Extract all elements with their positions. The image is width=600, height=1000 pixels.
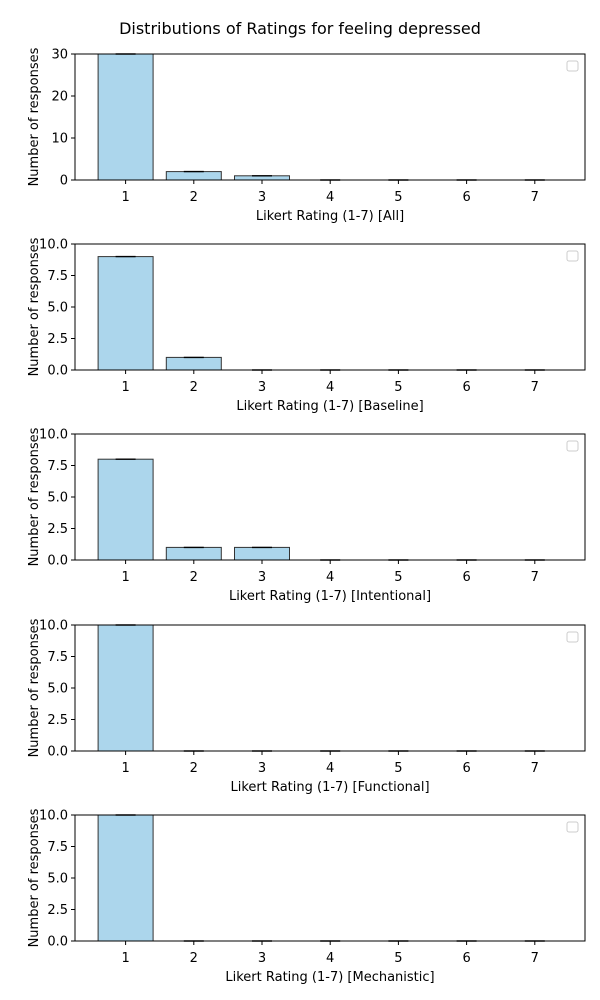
y-tick-label: 5.0 <box>47 872 68 887</box>
x-tick-label: 7 <box>531 951 539 966</box>
x-tick-label: 7 <box>531 380 539 395</box>
figure-title: Distributions of Ratings for feeling dep… <box>119 19 481 38</box>
y-tick-label: 30 <box>51 48 68 63</box>
y-tick-label: 10.0 <box>39 619 68 634</box>
x-tick-label: 6 <box>462 190 470 205</box>
y-tick-label: 7.5 <box>47 650 68 665</box>
legend-box <box>566 60 579 72</box>
y-tick-label: 10.0 <box>39 428 68 443</box>
bar <box>165 171 222 181</box>
x-tick-label: 3 <box>258 380 266 395</box>
y-tick-label: 5.0 <box>47 491 68 506</box>
x-tick-label: 4 <box>326 190 334 205</box>
y-tick-label: 20 <box>51 90 68 105</box>
x-tick-label: 4 <box>326 380 334 395</box>
bar <box>165 356 222 371</box>
x-tick-label: 5 <box>394 951 402 966</box>
y-tick-label: 10.0 <box>39 809 68 824</box>
bar <box>97 624 154 752</box>
legend-box <box>566 631 579 643</box>
x-tick-label: 7 <box>531 761 539 776</box>
x-tick-label: 3 <box>258 570 266 585</box>
bar <box>97 814 154 942</box>
x-axis-label: Likert Rating (1-7) [Baseline] <box>236 399 423 414</box>
y-tick-label: 0.0 <box>47 745 68 760</box>
x-tick-label: 4 <box>326 570 334 585</box>
bar <box>234 546 290 561</box>
x-tick-label: 3 <box>258 190 266 205</box>
y-tick-label: 0 <box>60 174 68 189</box>
y-tick-label: 2.5 <box>47 903 68 918</box>
x-tick-label: 3 <box>258 951 266 966</box>
x-tick-label: 2 <box>190 570 198 585</box>
chart-panel-2: 0.0 2.5 5.0 7.5 10.0 1 2 3 4 5 6 7 Likert Rating (1-… <box>27 237 586 414</box>
x-tick-label: 5 <box>394 761 402 776</box>
chart-panel-3: 0.0 2.5 5.0 7.5 10.0 1 2 3 4 5 6 7 Likert Rating (1-… <box>27 427 586 604</box>
legend-box <box>566 250 579 262</box>
bar <box>97 256 154 371</box>
x-axis-label: Likert Rating (1-7) [All] <box>256 209 404 224</box>
y-axis-label: Number of responses <box>27 618 42 757</box>
x-tick-label: 6 <box>462 761 470 776</box>
y-tick-label: 0.0 <box>47 935 68 950</box>
x-tick-label: 1 <box>121 380 129 395</box>
x-axis-label: Likert Rating (1-7) [Intentional] <box>229 589 431 604</box>
bar <box>165 546 222 561</box>
x-tick-label: 6 <box>462 951 470 966</box>
y-axis-label: Number of responses <box>27 237 42 376</box>
x-tick-label: 5 <box>394 570 402 585</box>
y-axis-label: Number of responses <box>27 427 42 566</box>
y-tick-label: 0.0 <box>47 364 68 379</box>
y-tick-label: 5.0 <box>47 682 68 697</box>
y-tick-label: 7.5 <box>47 269 68 284</box>
legend-box <box>566 821 579 833</box>
x-axis-label: Likert Rating (1-7) [Mechanistic] <box>225 970 434 985</box>
x-tick-label: 4 <box>326 951 334 966</box>
bar <box>97 458 154 561</box>
x-tick-label: 1 <box>121 190 129 205</box>
y-tick-label: 7.5 <box>47 840 68 855</box>
x-tick-label: 5 <box>394 190 402 205</box>
chart-panel-4: 0.0 2.5 5.0 7.5 10.0 1 2 3 4 5 6 7 Likert Rating (1-… <box>27 618 586 795</box>
chart-panels: 0 10 20 30 1 2 3 4 5 6 7 Likert Rating (1-7) [All] N… <box>27 47 586 985</box>
x-tick-label: 2 <box>190 190 198 205</box>
x-tick-label: 2 <box>190 761 198 776</box>
x-tick-label: 2 <box>190 380 198 395</box>
y-tick-label: 2.5 <box>47 522 68 537</box>
y-tick-label: 2.5 <box>47 713 68 728</box>
y-tick-label: 0.0 <box>47 554 68 569</box>
x-tick-label: 6 <box>462 570 470 585</box>
chart-panel-5: 0.0 2.5 5.0 7.5 10.0 1 2 3 4 5 6 7 Likert Rating (1-… <box>27 808 586 985</box>
x-tick-label: 1 <box>121 570 129 585</box>
x-tick-label: 4 <box>326 761 334 776</box>
x-tick-label: 3 <box>258 761 266 776</box>
x-tick-label: 7 <box>531 570 539 585</box>
legend-box <box>566 440 579 452</box>
chart-panel-1: 0 10 20 30 1 2 3 4 5 6 7 Likert Rating (1-7) [All] N… <box>27 47 586 224</box>
x-tick-label: 1 <box>121 761 129 776</box>
x-tick-label: 5 <box>394 380 402 395</box>
y-axis-label: Number of responses <box>27 47 42 186</box>
y-tick-label: 7.5 <box>47 459 68 474</box>
y-tick-label: 5.0 <box>47 301 68 316</box>
x-tick-label: 2 <box>190 951 198 966</box>
y-tick-label: 2.5 <box>47 332 68 347</box>
x-tick-label: 6 <box>462 380 470 395</box>
x-axis-label: Likert Rating (1-7) [Functional] <box>230 780 429 795</box>
y-tick-label: 10.0 <box>39 238 68 253</box>
bar <box>97 53 154 181</box>
y-axis-label: Number of responses <box>27 808 42 947</box>
x-tick-label: 1 <box>121 951 129 966</box>
x-tick-label: 7 <box>531 190 539 205</box>
y-tick-label: 10 <box>51 132 68 147</box>
